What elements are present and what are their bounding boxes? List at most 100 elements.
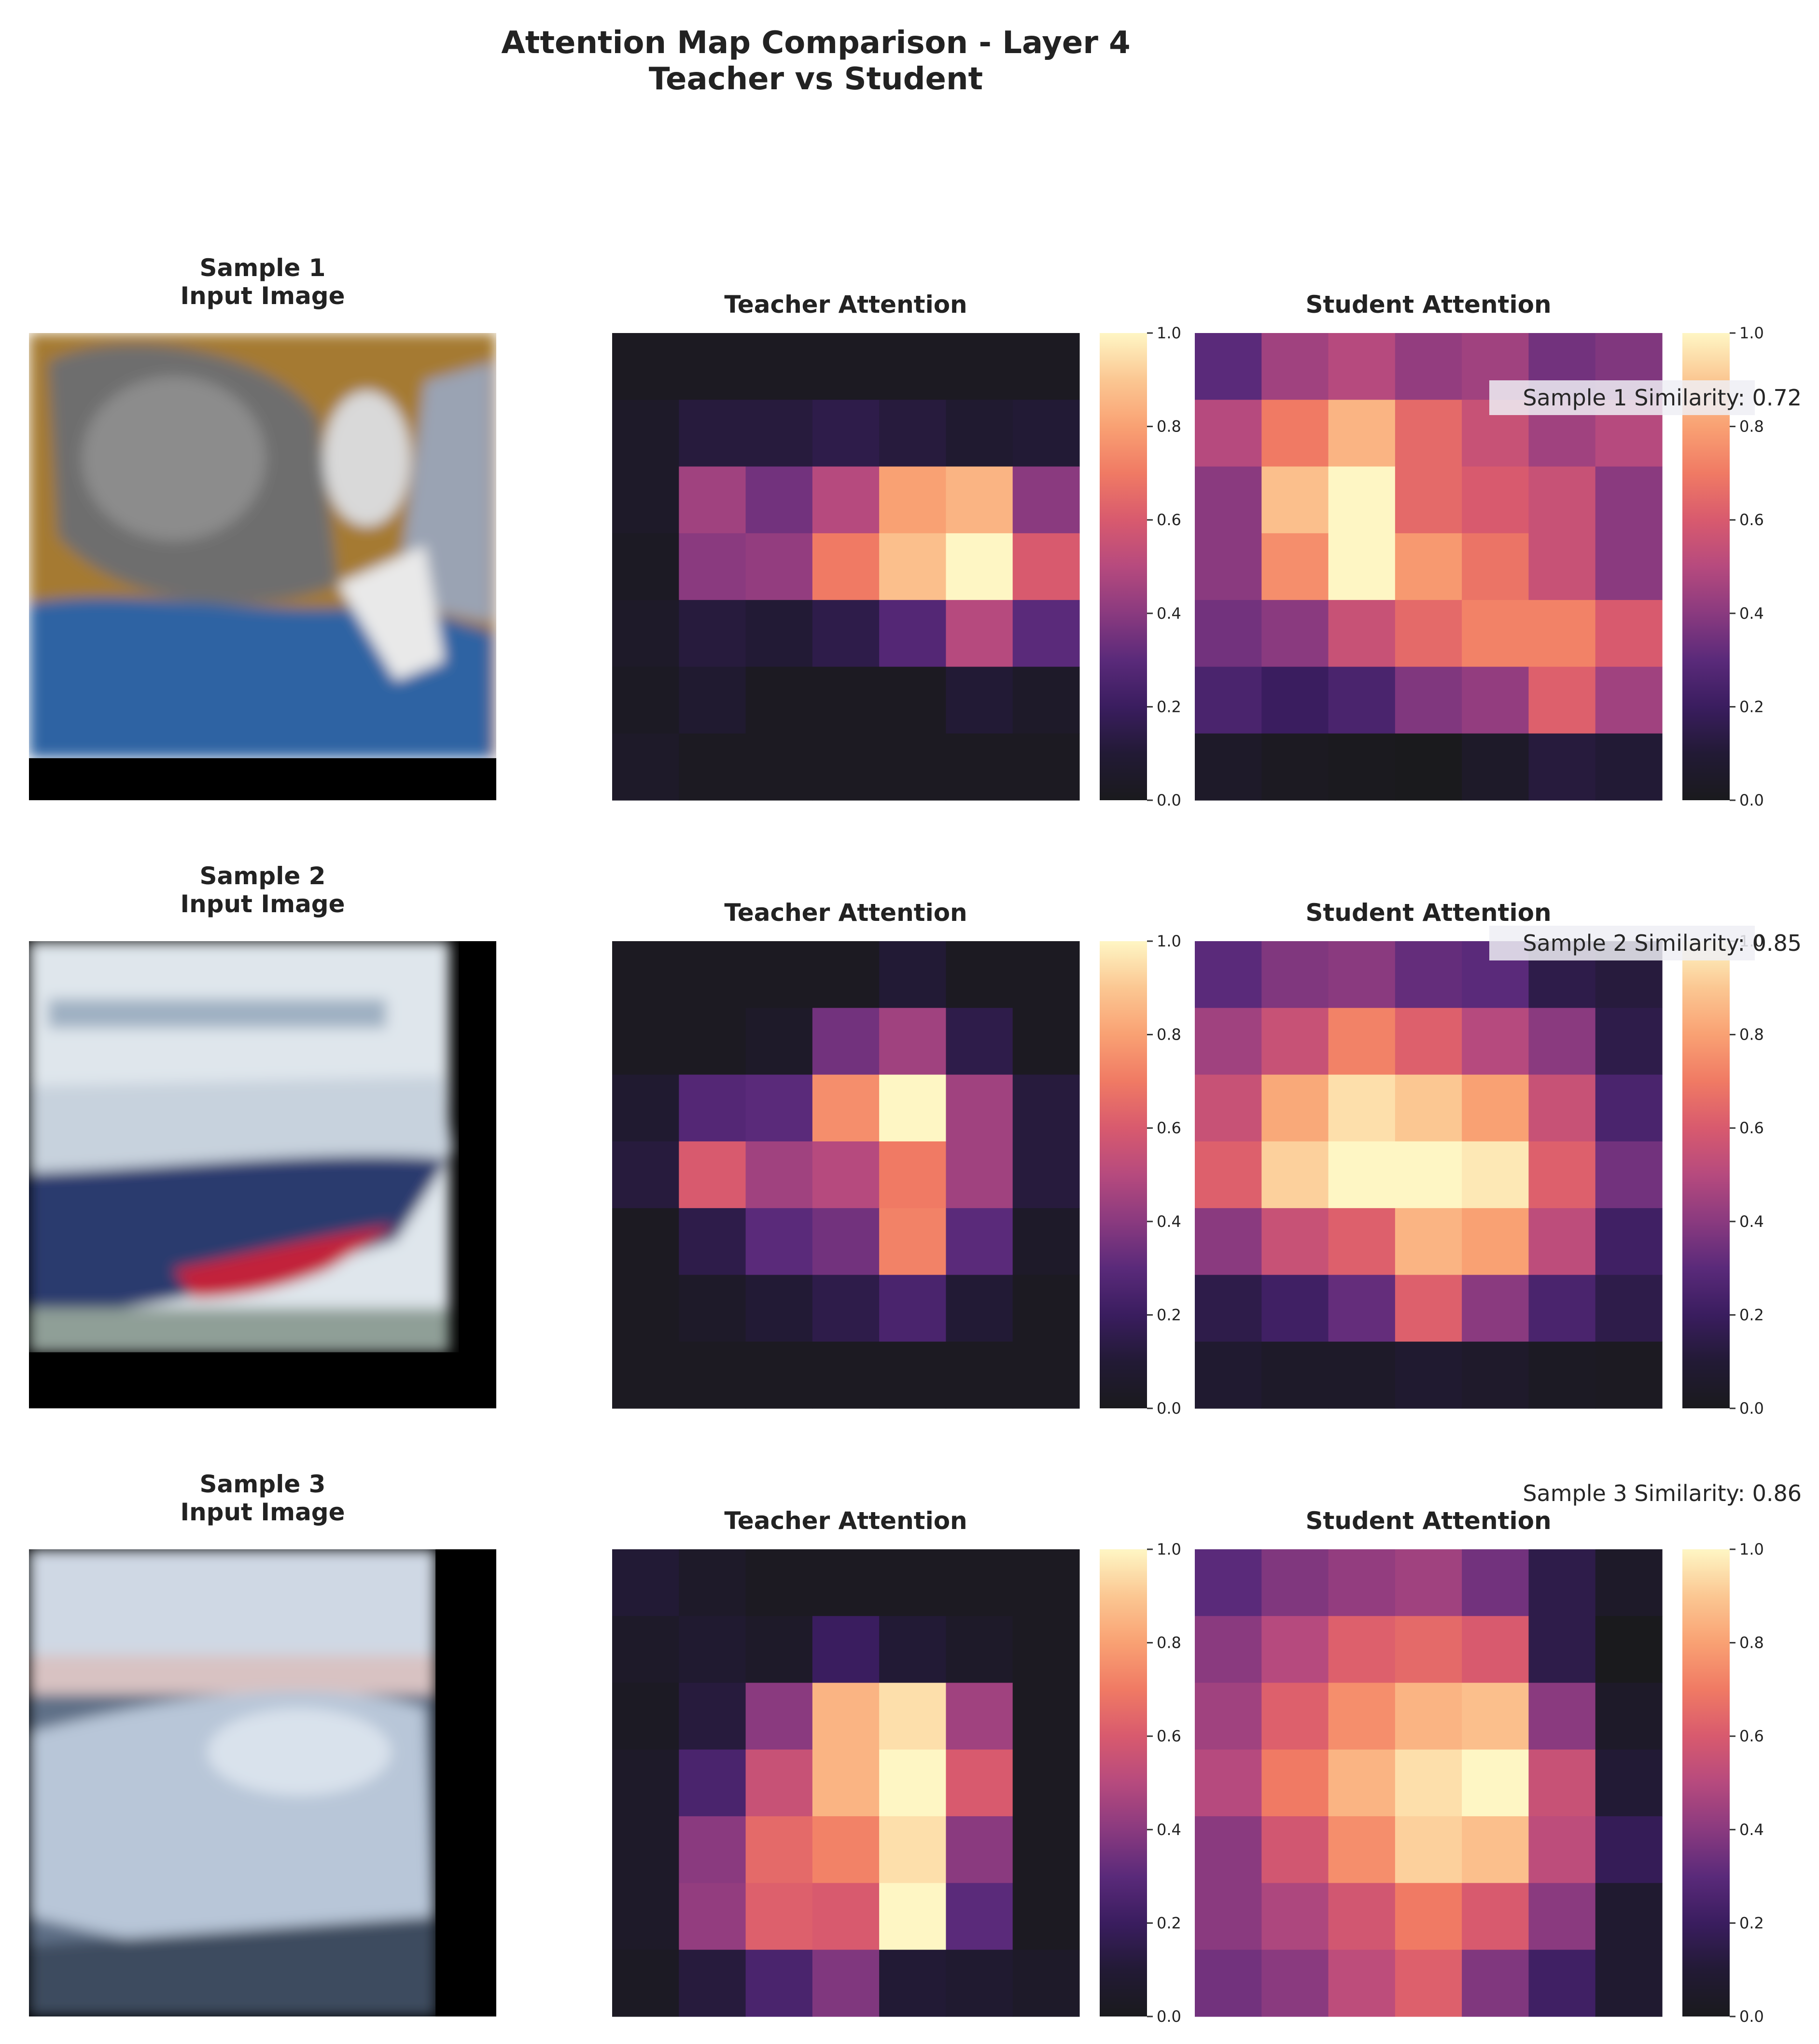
heatmap-cell	[946, 400, 1013, 467]
heatmap-cell	[745, 600, 813, 667]
heatmap-cell	[679, 1682, 746, 1750]
heatmap-cell	[679, 333, 746, 400]
heatmap-cell	[745, 1141, 813, 1209]
heatmap-cell	[879, 1949, 947, 2017]
heatmap-cell	[1328, 1074, 1396, 1142]
heatmap-cell	[1328, 1008, 1396, 1075]
heatmap-cell	[1012, 1208, 1080, 1276]
heatmap-cell	[612, 400, 679, 467]
heatmap-cell	[1528, 1816, 1596, 1884]
heatmap-cell	[1012, 400, 1080, 467]
heatmap-cell	[1012, 1074, 1080, 1142]
heatmap-cell	[1528, 533, 1596, 600]
heatmap-cell	[1012, 1341, 1080, 1409]
heatmap-cell	[1012, 1008, 1080, 1075]
heatmap-cell	[1528, 1208, 1596, 1276]
colorbar-tick-label: 0.4	[1739, 1212, 1764, 1231]
heatmap-cell	[679, 1949, 746, 2017]
heatmap-cell	[1595, 667, 1663, 734]
heatmap-cell	[1395, 1816, 1462, 1884]
heatmap-cell	[612, 1749, 679, 1817]
heatmap-cell	[1012, 1816, 1080, 1884]
heatmap-cell	[812, 466, 880, 534]
heatmap-cell	[1395, 1275, 1462, 1342]
heatmap-cell	[679, 1008, 746, 1075]
heatmap-cell	[1195, 1341, 1262, 1409]
colorbar-tick-label: 1.0	[1157, 1540, 1181, 1558]
heatmap-cell	[1328, 1341, 1396, 1409]
student-attention-title: Student Attention	[1305, 291, 1551, 319]
heatmap-cell	[612, 1549, 679, 1616]
heatmap-cell	[679, 1275, 746, 1342]
input-image-title: Input Image	[180, 890, 345, 918]
figure-title-line1: Attention Map Comparison - Layer 4	[501, 25, 1130, 61]
heatmap-cell	[1261, 733, 1329, 801]
input-image-title: Input Image	[180, 282, 345, 310]
heatmap-cell	[1195, 1616, 1262, 1683]
heatmap-cell	[612, 1141, 679, 1209]
heatmap-cell	[612, 733, 679, 801]
heatmap-cell	[812, 1208, 880, 1276]
heatmap-cell	[812, 400, 880, 467]
colorbar-tick-label: 0.6	[1157, 511, 1181, 529]
heatmap-cell	[1195, 1816, 1262, 1884]
heatmap-cell	[1328, 1816, 1396, 1884]
heatmap-cell	[745, 1949, 813, 2017]
heatmap-cell	[1328, 600, 1396, 667]
heatmap-cell	[812, 1549, 880, 1616]
heatmap-cell	[1012, 333, 1080, 400]
heatmap-cell	[612, 1883, 679, 1950]
heatmap-cell	[1395, 1616, 1462, 1683]
heatmap-cell	[1595, 1208, 1663, 1276]
heatmap-cell	[745, 1616, 813, 1683]
heatmap-cell	[1328, 1883, 1396, 1950]
heatmap-cell	[679, 1141, 746, 1209]
heatmap-cell	[812, 1008, 880, 1075]
colorbar-tick-label: 0.8	[1157, 1634, 1181, 1652]
heatmap-cell	[1395, 533, 1462, 600]
colorbar-tick-label: 1.0	[1157, 932, 1181, 950]
teacher-attention-title: Teacher Attention	[724, 899, 967, 927]
heatmap-cell	[812, 1682, 880, 1750]
heatmap-cell	[612, 1816, 679, 1884]
heatmap-cell	[1595, 1816, 1663, 1884]
input-image-boat	[29, 1549, 496, 2016]
heatmap-cell	[1528, 1749, 1596, 1817]
heatmap-cell	[745, 333, 813, 400]
heatmap-cell	[1195, 941, 1262, 1008]
heatmap-cell	[879, 1275, 947, 1342]
heatmap-cell	[1395, 333, 1462, 400]
heatmap-cell	[1528, 1341, 1596, 1409]
heatmap-cell	[1395, 466, 1462, 534]
colorbar-tick-label: 0.6	[1157, 1119, 1181, 1137]
heatmap-cell	[1328, 733, 1396, 801]
heatmap-cell	[1261, 1549, 1329, 1616]
colorbar-gradient	[1100, 333, 1147, 800]
colorbar-tick-label: 0.0	[1739, 791, 1764, 809]
input-image-cat	[29, 333, 496, 800]
heatmap-cell	[1195, 1549, 1262, 1616]
heatmap-cell	[1261, 333, 1329, 400]
heatmap-cell	[879, 533, 947, 600]
heatmap-cell	[1395, 1074, 1462, 1142]
colorbar-tick-label: 0.4	[1157, 1212, 1181, 1231]
heatmap-cell	[879, 941, 947, 1008]
heatmap-cell	[879, 1141, 947, 1209]
heatmap-cell	[1012, 466, 1080, 534]
heatmap-cell	[812, 667, 880, 734]
heatmap-cell	[1595, 1549, 1663, 1616]
heatmap-cell	[1462, 733, 1529, 801]
heatmap-cell	[1261, 1816, 1329, 1884]
heatmap-cell	[1261, 1074, 1329, 1142]
heatmap-cell	[679, 533, 746, 600]
heatmap-cell	[745, 1749, 813, 1817]
heatmap-cell	[1395, 1749, 1462, 1817]
heatmap-cell	[1261, 400, 1329, 467]
heatmap-cell	[1395, 1883, 1462, 1950]
heatmap-cell	[812, 1883, 880, 1950]
heatmap-cell	[1528, 1275, 1596, 1342]
heatmap-cell	[1395, 1341, 1462, 1409]
heatmap-cell	[1261, 533, 1329, 600]
colorbar-tick-label: 0.2	[1157, 697, 1181, 716]
